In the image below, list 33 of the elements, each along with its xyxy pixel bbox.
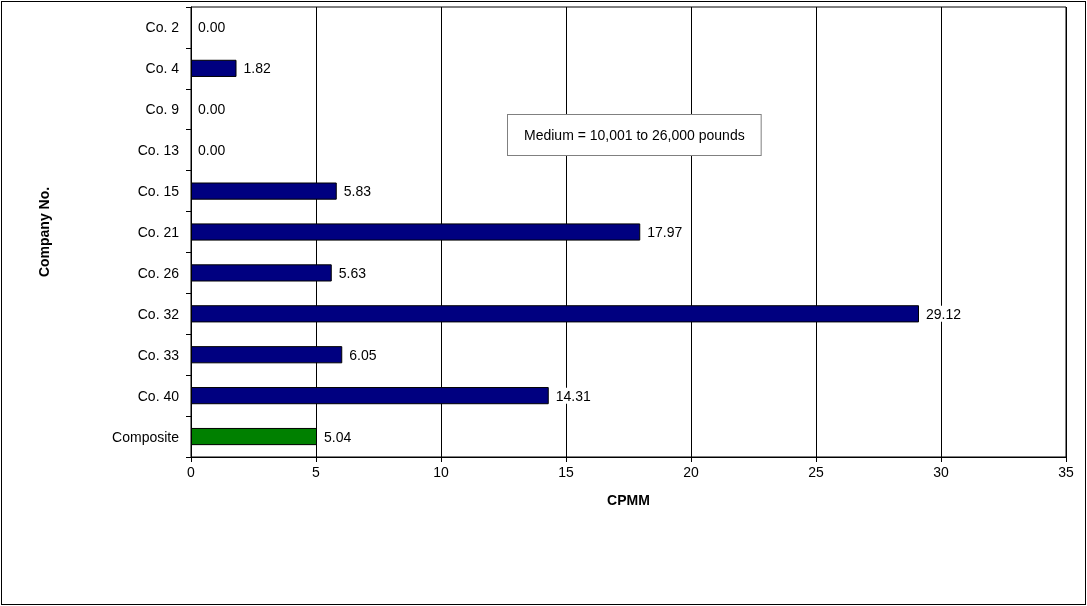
data-label: 5.04 xyxy=(324,428,352,445)
data-label: 0.00 xyxy=(198,142,226,159)
y-axis-title: Company No. xyxy=(36,186,52,278)
y-tick-label: Co. 21 xyxy=(137,224,180,240)
y-tick-label: Co. 32 xyxy=(137,305,180,322)
y-tick-label: Composite xyxy=(112,428,180,445)
y-tick-label: Co. 33 xyxy=(137,346,180,363)
y-tick-label: Co. 4 xyxy=(145,60,180,77)
x-tick-label: 5 xyxy=(312,464,321,480)
data-label: 29.12 xyxy=(926,305,962,322)
annotation: Medium = 10,001 to 26,000 pounds xyxy=(524,127,745,143)
y-tick-label: Co. 9 xyxy=(145,101,180,118)
y-tick-label: Co. 13 xyxy=(137,142,180,159)
x-tick-label: 20 xyxy=(683,464,699,480)
data-label: 14.31 xyxy=(555,387,591,404)
x-tick-label: 25 xyxy=(808,464,824,480)
y-tick-label: Co. 40 xyxy=(137,387,180,404)
x-tick-label: 35 xyxy=(1058,464,1074,480)
data-label: 17.97 xyxy=(647,224,683,240)
x-axis-title: CPMM xyxy=(607,492,650,508)
data-label: 1.82 xyxy=(243,60,271,77)
y-tick-label: Co. 2 xyxy=(145,19,180,36)
data-label: 5.83 xyxy=(343,183,372,200)
data-label: 0.00 xyxy=(198,101,226,118)
x-tick-label: 10 xyxy=(433,464,449,480)
data-label: 5.63 xyxy=(338,264,367,281)
x-tick-label: 30 xyxy=(933,464,949,480)
x-tick-label: 0 xyxy=(187,464,196,480)
x-tick-label: 15 xyxy=(558,464,574,480)
data-label: 6.05 xyxy=(349,346,377,363)
data-label: 0.00 xyxy=(198,19,226,36)
y-tick-label: Co. 26 xyxy=(137,264,180,281)
y-tick-label: Co. 15 xyxy=(137,183,180,200)
